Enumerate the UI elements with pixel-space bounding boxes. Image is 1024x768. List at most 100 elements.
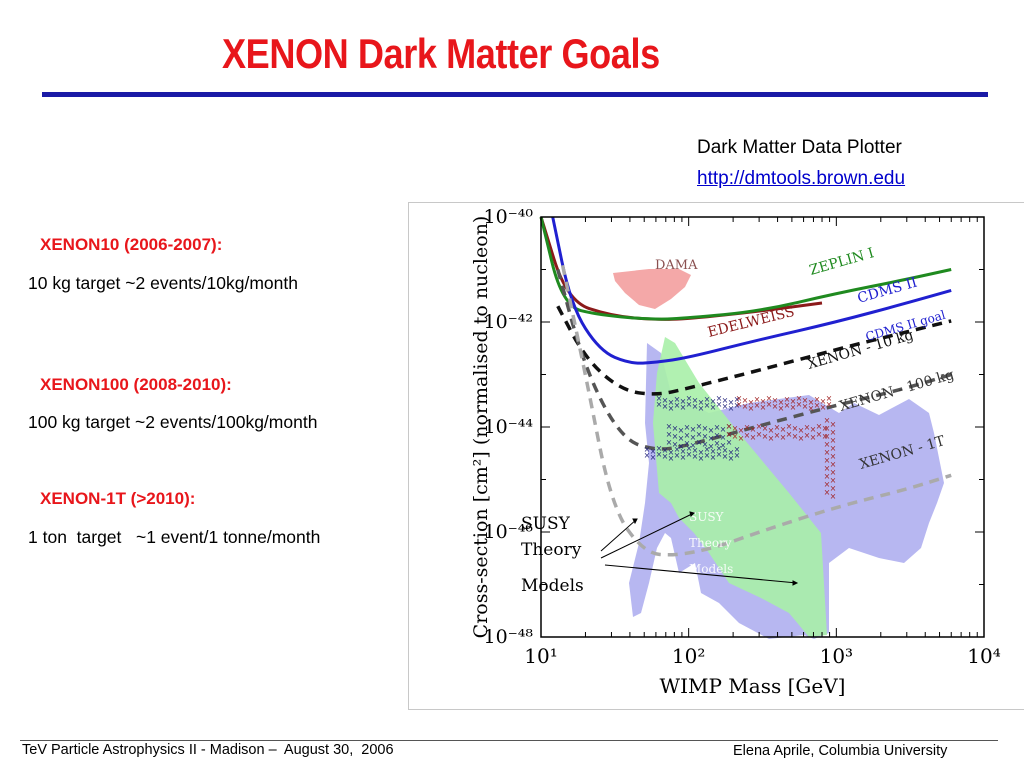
cross-marker: × <box>680 403 687 412</box>
cross-marker: × <box>798 426 805 435</box>
goal-title-xenon100: XENON100 (2008-2010): <box>40 375 232 394</box>
cross-marker: × <box>750 425 757 434</box>
cross-marker: × <box>726 422 733 431</box>
cross-marker: × <box>824 440 831 449</box>
cross-marker: × <box>734 395 741 404</box>
plot-axes: 10¹ 10² 10³ 10⁴ 10⁻⁴⁰ 10⁻⁴² 10⁻⁴⁴ 10⁻⁴⁶ 10⁻⁴⁸ WIM… <box>470 206 1001 698</box>
susy-annot-line-3: Models <box>521 576 584 596</box>
cross-marker: × <box>798 434 805 443</box>
cross-marker: × <box>762 424 769 433</box>
cross-marker: × <box>656 394 663 403</box>
cross-marker: × <box>668 404 675 413</box>
cross-marker: × <box>716 450 723 459</box>
y-tick-label: 10⁻⁴⁰ <box>484 206 534 228</box>
cross-marker: × <box>644 445 651 454</box>
cross-marker: × <box>672 424 679 433</box>
cross-marker: × <box>710 397 717 406</box>
cross-marker: × <box>704 395 711 404</box>
goal-title-xenon10: XENON10 (2006-2007): <box>40 235 223 254</box>
cross-marker: × <box>772 402 779 411</box>
label-susy-faint-1: SUSY <box>689 510 725 524</box>
cross-marker: × <box>774 423 781 432</box>
cross-marker: × <box>808 398 815 407</box>
cross-marker: × <box>780 433 787 442</box>
cross-marker: × <box>708 426 715 435</box>
cross-marker: × <box>674 401 681 410</box>
cross-marker: × <box>698 448 705 457</box>
cross-marker: × <box>796 400 803 409</box>
susy-annot-line-1: SUSY <box>521 514 571 534</box>
cross-marker: × <box>704 451 711 460</box>
cross-marker: × <box>830 436 837 445</box>
cross-marker: × <box>686 450 693 459</box>
cross-marker: × <box>760 403 767 412</box>
cross-marker: × <box>802 396 809 405</box>
cross-marker: × <box>772 396 779 405</box>
cross-marker: × <box>686 444 693 453</box>
cross-marker: × <box>754 401 761 410</box>
cross-marker: × <box>698 404 705 413</box>
cross-marker: × <box>720 425 727 434</box>
cross-marker: × <box>778 398 785 407</box>
cross-marker: × <box>816 422 823 431</box>
label-susy-faint-2: Theory <box>689 536 732 550</box>
cross-marker: × <box>674 445 681 454</box>
cross-marker: × <box>734 401 741 410</box>
cross-marker: × <box>732 432 739 441</box>
cross-marker: × <box>830 476 837 485</box>
cross-marker: × <box>790 397 797 406</box>
cross-marker: × <box>824 488 831 497</box>
cross-marker: × <box>710 403 717 412</box>
cross-marker: × <box>824 432 831 441</box>
cross-marker: × <box>790 403 797 412</box>
cross-marker: × <box>804 431 811 440</box>
cross-marker: × <box>668 448 675 457</box>
cross-marker: × <box>708 442 715 451</box>
cross-marker: × <box>726 438 733 447</box>
label-dama: DAMA <box>655 258 698 273</box>
cross-marker: × <box>824 472 831 481</box>
cross-marker: × <box>662 446 669 455</box>
data-plotter-credit: Dark Matter Data Plotter http://dmtools.… <box>697 132 905 194</box>
cross-marker: × <box>710 453 717 462</box>
cross-marker: × <box>738 434 745 443</box>
cross-marker: × <box>722 402 729 411</box>
cross-marker: × <box>744 431 751 440</box>
cross-marker: × <box>786 422 793 431</box>
cross-marker: × <box>656 444 663 453</box>
cross-marker: × <box>792 424 799 433</box>
series-line-2 <box>551 216 952 365</box>
cross-marker: × <box>824 464 831 473</box>
cross-marker: × <box>728 454 735 463</box>
cross-marker: × <box>830 444 837 453</box>
plotter-link[interactable]: http://dmtools.brown.edu <box>697 168 906 189</box>
cross-marker: × <box>722 396 729 405</box>
cross-marker: × <box>674 395 681 404</box>
cross-marker: × <box>692 396 699 405</box>
y-tick-label: 10⁻⁴⁴ <box>484 416 534 438</box>
series-line-1 <box>539 216 952 321</box>
cross-marker: × <box>704 445 711 454</box>
cross-marker: × <box>722 452 729 461</box>
cross-marker: × <box>734 445 741 454</box>
cross-marker: × <box>704 401 711 410</box>
dama-region <box>613 269 691 309</box>
plot-marks: × × × × × × × × × × × × × ×× × × × × × × × × × × × × ×× × × × × × × × × × ××… <box>539 216 952 557</box>
cross-marker: × <box>784 401 791 410</box>
model-crosses: × × × × × × × × × × × × × ×× × × × × × × × × × × × × ×× × × × × × × × × × ××… <box>644 394 837 501</box>
cross-marker: × <box>830 468 837 477</box>
cross-marker: × <box>672 440 679 449</box>
x-tick-label: 10¹ <box>524 644 557 668</box>
cross-marker: × <box>722 446 729 455</box>
y-tick-label: 10⁻⁴⁸ <box>484 626 534 648</box>
cross-marker: × <box>668 454 675 463</box>
cross-marker: × <box>742 402 749 411</box>
cross-marker: × <box>720 441 727 450</box>
cross-marker: × <box>680 447 687 456</box>
cross-marker: × <box>680 453 687 462</box>
cross-marker: × <box>742 396 749 405</box>
cross-marker: × <box>738 426 745 435</box>
susy-model-green-region <box>653 337 827 637</box>
cross-marker: × <box>650 447 657 456</box>
cross-marker: × <box>678 434 685 443</box>
